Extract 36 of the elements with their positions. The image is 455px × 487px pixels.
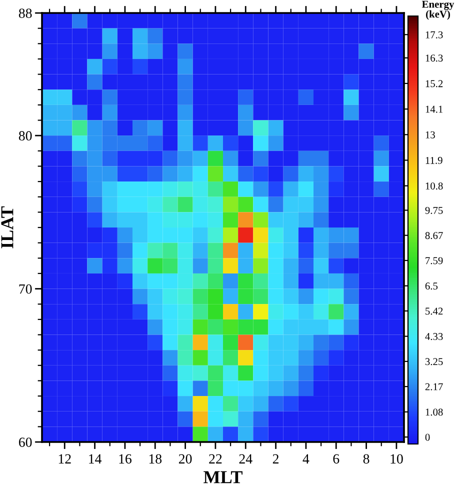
y-tick-label: 88	[18, 8, 32, 18]
color-bar-label: 7.59	[426, 257, 443, 264]
y-tick-label: 60	[18, 438, 32, 447]
x-tick-label: 24	[239, 454, 252, 464]
color-bar-title: Energy (keV)	[422, 0, 454, 20]
color-bar-label: 3.25	[425, 358, 443, 366]
color-bar-label: 0	[425, 434, 430, 441]
color-bar-label: 17.3	[426, 31, 443, 38]
color-bar-label: 2.17	[425, 383, 443, 390]
y-tick-label: 80	[18, 131, 32, 141]
color-bar-label: 6.5	[425, 282, 438, 290]
color-bar-label: 4.33	[425, 333, 443, 340]
color-bar-label: 8.67	[425, 232, 443, 240]
x-tick-label: 14	[89, 454, 102, 464]
x-tick-label: 10	[390, 454, 403, 464]
color-bar-label: 11.9	[426, 156, 442, 164]
color-bar-label: 10.8	[426, 182, 443, 190]
x-tick-label: 2	[272, 454, 278, 464]
color-bar-label: 13	[426, 131, 435, 138]
y-axis-title: ILAT	[1, 206, 14, 248]
y-tick-label: 70	[19, 284, 32, 294]
x-tick-label: 6	[333, 454, 340, 464]
color-bar-label: 15.2	[426, 80, 443, 88]
x-tick-label: 4	[302, 454, 310, 464]
x-tick-label: 20	[178, 454, 192, 464]
color-bar-label: 5.42	[426, 308, 443, 315]
x-tick-label: 22	[209, 454, 222, 464]
color-bar-label: 1.08	[426, 408, 443, 416]
color-bar-label: 14.1	[426, 106, 443, 113]
x-tick-label: 8	[363, 454, 370, 464]
color-bar-label: 16.3	[426, 54, 443, 62]
x-axis-title: MLT	[204, 471, 242, 484]
x-tick-label: 16	[119, 454, 132, 464]
color-bar-label: 9.75	[425, 206, 443, 214]
x-tick-label: 18	[149, 454, 162, 464]
x-tick-label: 12	[58, 454, 71, 464]
